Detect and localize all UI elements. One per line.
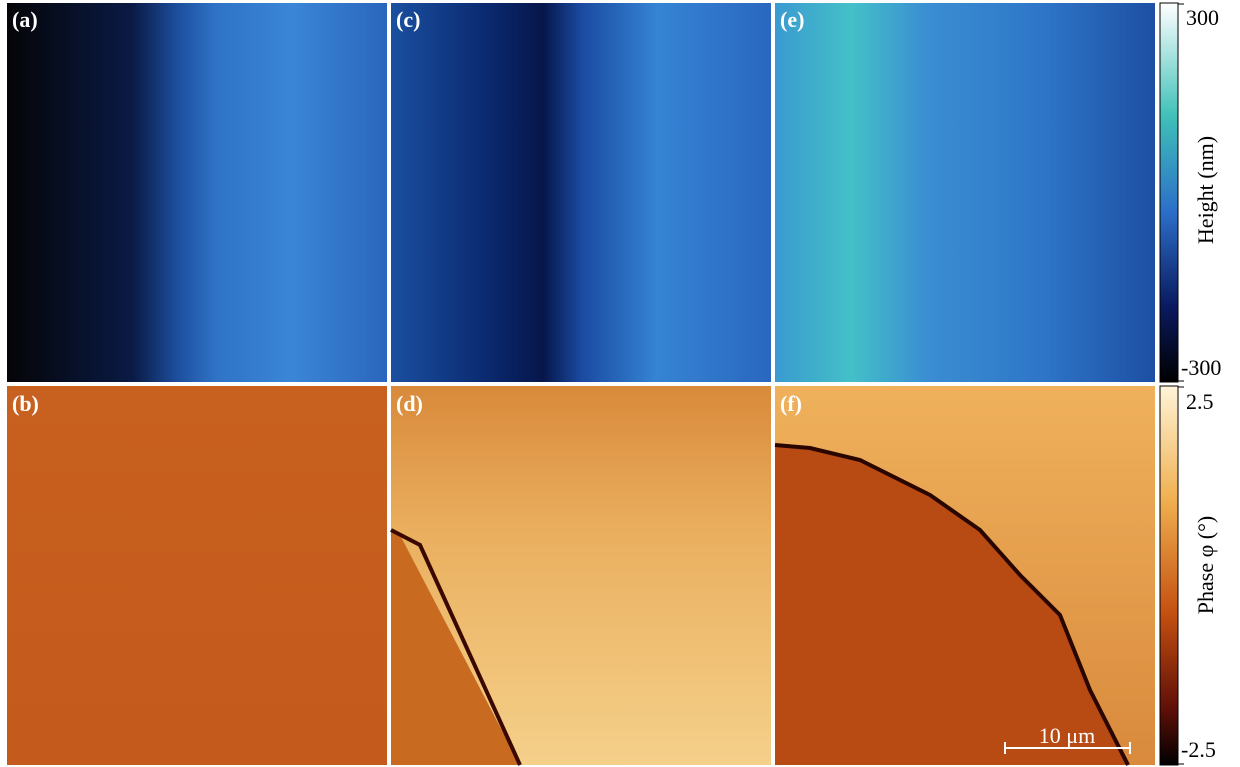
panel-label: (b) xyxy=(12,391,39,416)
panel-label: (f) xyxy=(780,391,802,416)
colorbar-title: Phase φ (°) xyxy=(1193,516,1218,614)
image-panels xyxy=(7,3,1155,766)
colorbar-min: -2.5 xyxy=(1181,737,1216,762)
scale-bar-label: 10 μm xyxy=(1039,723,1095,748)
phase-edge xyxy=(390,528,522,766)
colorbar-max: 2.5 xyxy=(1186,389,1214,414)
panel-label: (c) xyxy=(396,7,420,32)
colorbar-max: 300 xyxy=(1186,5,1219,30)
height-image xyxy=(391,3,771,382)
panel-label: (d) xyxy=(396,391,423,416)
panel-labels: (a) (c) (e) (b) (d) (f) xyxy=(12,7,804,416)
panel-label: (e) xyxy=(780,7,804,32)
colorbar-title: Height (nm) xyxy=(1193,136,1218,244)
colorbars: 300 -300 2.5 -2.5 Height (nm) Phase φ (°… xyxy=(1159,2,1221,766)
phase-region xyxy=(391,530,520,765)
scale-bar: 10 μm xyxy=(1004,723,1131,754)
phase-region xyxy=(775,445,1128,765)
height-image xyxy=(775,3,1155,382)
phase-edge xyxy=(774,443,1130,766)
colorbar-min: -300 xyxy=(1181,355,1221,380)
height-image xyxy=(7,3,387,382)
colorbar xyxy=(1159,2,1179,383)
phase-image xyxy=(7,386,387,765)
panel-label: (a) xyxy=(12,7,38,32)
colorbar xyxy=(1159,385,1179,766)
